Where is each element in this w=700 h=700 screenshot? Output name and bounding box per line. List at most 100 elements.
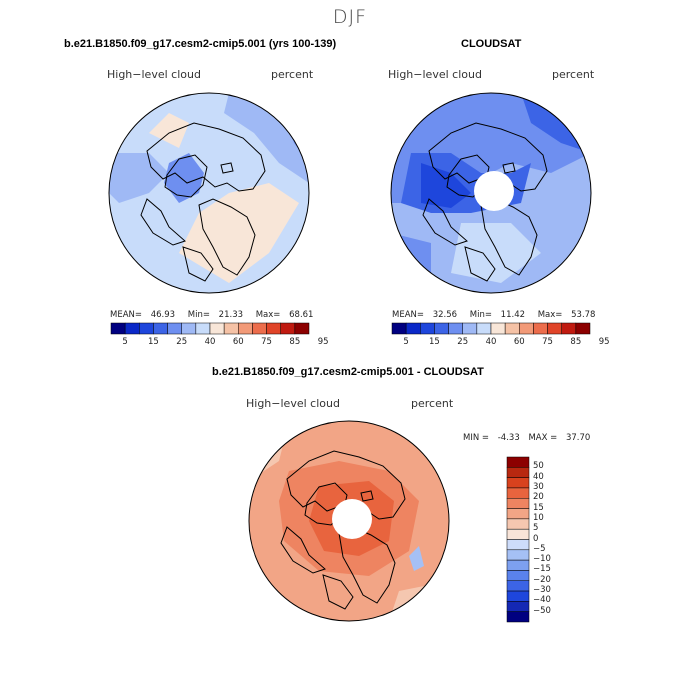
colorbar-swatch	[434, 322, 449, 335]
colorbar-swatch	[238, 322, 253, 335]
colorbar-tick-label: 20	[533, 492, 544, 503]
colorbar-swatch	[124, 322, 140, 335]
map-border	[248, 420, 450, 622]
colorbar-tick-label: 95	[598, 337, 610, 347]
map-border	[108, 92, 310, 294]
panel-1-right-label: percent	[271, 68, 314, 81]
panel-3-max-label: MAX =	[528, 433, 558, 443]
colorbar-tick-label: 15	[533, 502, 544, 513]
colorbar-tick-label: 60	[232, 337, 244, 347]
panel-2-max-label: Max=	[537, 310, 563, 320]
contour-region	[391, 233, 431, 293]
panel-3-title: b.e21.B1850.f09_g17.cesm2-cmip5.001 - CL…	[212, 366, 484, 378]
panel-1-mean-label: MEAN=	[110, 310, 142, 320]
panel-3-colorbar	[506, 456, 530, 623]
colorbar-tick-label: 75	[261, 337, 272, 347]
colorbar-tick-label: 40	[204, 337, 216, 347]
colorbar-tick-label: 15	[429, 337, 440, 347]
contour-region	[179, 183, 299, 283]
colorbar-swatch	[252, 322, 267, 335]
coastline	[502, 162, 516, 174]
colorbar-swatch	[167, 322, 182, 335]
panel-2-right-label: percent	[552, 68, 595, 81]
colorbar-tick-label: −15	[533, 564, 551, 575]
colorbar-tick-label: −20	[533, 574, 551, 585]
colorbar-swatch	[266, 322, 281, 335]
colorbar-tick-label: 25	[457, 337, 469, 347]
colorbar-tick-label: 85	[570, 337, 582, 347]
colorbar-swatch	[506, 528, 530, 540]
panel-2-stats: MEAN= 32.56 Min= 11.42 Max= 53.78	[392, 310, 595, 320]
contour-region	[109, 153, 169, 203]
colorbar-tick-label: 5	[122, 337, 128, 347]
pole-missing-data	[474, 171, 514, 211]
colorbar-swatch	[506, 518, 530, 530]
panel-3-max-value: 37.70	[565, 433, 591, 443]
panel-1-mean-value: 46.93	[150, 310, 176, 320]
colorbar-swatch	[506, 467, 530, 478]
colorbar-swatch	[506, 559, 530, 571]
coastline	[286, 450, 406, 520]
colorbar-swatch	[195, 322, 211, 335]
colorbar-tick-label: −40	[533, 595, 551, 606]
panel-3-min-label: MIN =	[463, 433, 490, 443]
panel-2-mean-value: 32.56	[432, 310, 458, 320]
coastline	[182, 246, 214, 282]
colorbar-swatch	[506, 487, 530, 499]
colorbar-swatch	[139, 322, 154, 335]
colorbar-swatch	[561, 322, 577, 335]
colorbar-swatch	[506, 570, 530, 581]
colorbar-swatch	[506, 549, 530, 561]
colorbar-tick-label: 25	[176, 337, 188, 347]
coastline	[146, 122, 266, 192]
panel-3-stats: MIN = -4.33 MAX = 37.70	[463, 433, 590, 443]
coastline	[322, 574, 354, 610]
panel-1-polar-map	[108, 92, 310, 294]
panel-3-polar-map	[248, 420, 450, 622]
panel-2-min-value: 11.42	[500, 310, 526, 320]
coastline	[464, 246, 496, 282]
colorbar-tick-label: 40	[485, 337, 497, 347]
colorbar-tick-label: 30	[533, 481, 544, 492]
colorbar-swatch	[506, 456, 530, 468]
colorbar-swatch	[110, 322, 126, 335]
panel-2-polar-map	[390, 92, 592, 294]
colorbar-swatch	[506, 477, 530, 489]
colorbar-swatch	[490, 322, 506, 335]
colorbar-swatch	[448, 322, 463, 335]
panel-2-min-label: Min=	[469, 310, 492, 320]
colorbar-tick-label: 85	[289, 337, 301, 347]
coastline	[428, 122, 548, 192]
panel-1-colorbar	[110, 322, 310, 335]
colorbar-swatch	[294, 322, 310, 335]
colorbar-swatch	[209, 322, 225, 335]
colorbar-tick-label: −10	[533, 554, 551, 565]
colorbar-swatch	[153, 322, 168, 335]
colorbar-tick-label: −5	[533, 543, 546, 554]
panel-1-stats: MEAN= 46.93 Min= 21.33 Max= 68.61	[110, 310, 313, 320]
panel-1-min-label: Min=	[187, 310, 210, 320]
colorbar-swatch	[506, 508, 530, 520]
colorbar-swatch	[280, 322, 296, 335]
contour-region	[149, 113, 189, 148]
panel-2-mean-label: MEAN=	[392, 310, 424, 320]
colorbar-swatch	[506, 601, 530, 612]
map-border	[390, 92, 592, 294]
panel-1-max-label: Max=	[255, 310, 281, 320]
panel-1-colorbar-ticks: 5 15 25 40 60 75 85 95	[111, 337, 328, 349]
panel-1-min-value: 21.33	[218, 310, 244, 320]
contour-region	[421, 163, 471, 208]
colorbar-swatch	[506, 611, 530, 623]
colorbar-tick-label: 95	[317, 337, 329, 347]
colorbar-swatch	[506, 580, 530, 592]
colorbar-swatch	[462, 322, 478, 335]
coastline	[140, 198, 186, 246]
colorbar-swatch	[223, 322, 239, 335]
coastline	[360, 490, 374, 502]
colorbar-swatch	[405, 322, 421, 335]
season-title: DJF	[332, 6, 368, 28]
pole-missing-data	[332, 499, 372, 539]
colorbar-tick-label: 15	[148, 337, 159, 347]
panel-3-right-label: percent	[411, 397, 454, 410]
coastline	[422, 198, 468, 246]
